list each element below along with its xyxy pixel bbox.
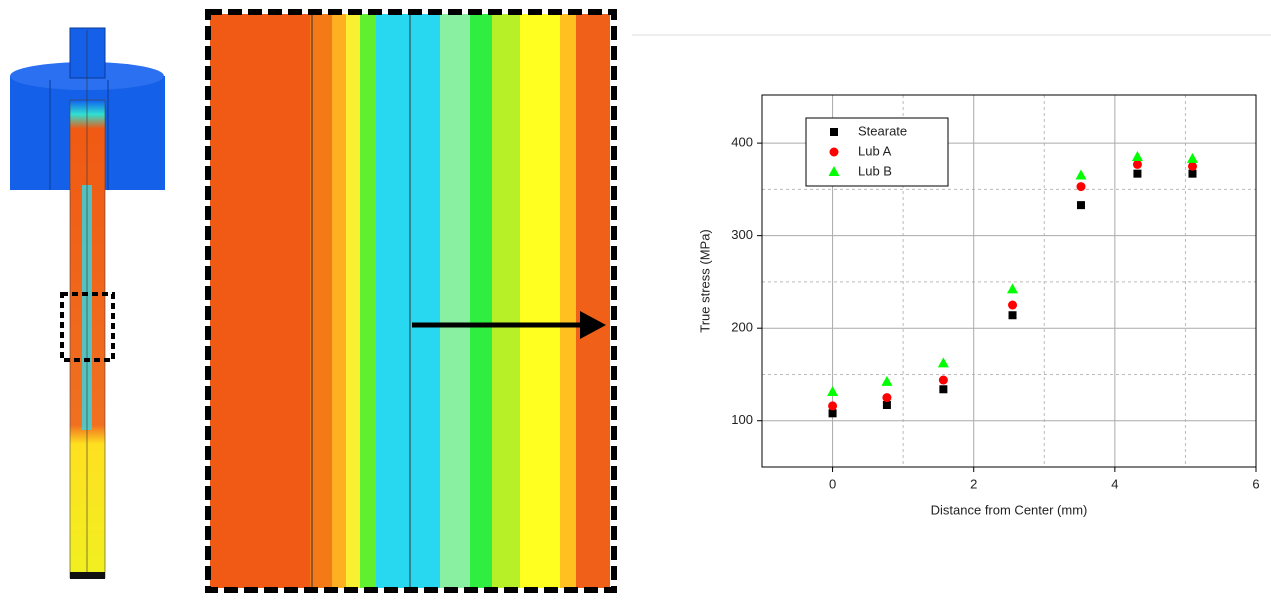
band: [470, 14, 492, 588]
legend-label: Stearate: [858, 123, 907, 138]
point: [1188, 169, 1197, 178]
point: [827, 386, 839, 397]
legend-marker: [830, 128, 838, 136]
band: [560, 14, 576, 588]
band: [360, 14, 376, 588]
fea-model: [10, 27, 165, 579]
band: [376, 14, 440, 588]
plot-frame: [761, 94, 1257, 468]
band: [346, 14, 360, 588]
band: [332, 14, 346, 588]
legend-label: Lub B: [858, 163, 892, 178]
point: [937, 357, 949, 368]
point: [1007, 283, 1019, 294]
point: [1076, 182, 1086, 192]
x-axis-label: Distance from Center (mm): [931, 502, 1088, 517]
point: [1008, 300, 1018, 310]
zoom-frame: [205, 9, 617, 593]
rod-end: [70, 572, 105, 579]
x-tick-label: 4: [1111, 476, 1118, 491]
billet-top: [69, 27, 106, 79]
x-tick-label: 6: [1252, 476, 1259, 491]
point: [882, 401, 891, 409]
point: [1008, 311, 1017, 320]
point: [1186, 152, 1198, 163]
point: [1075, 169, 1087, 180]
point: [1133, 169, 1142, 178]
x-tick-label: 0: [829, 476, 836, 491]
band: [576, 14, 610, 588]
band: [440, 14, 470, 588]
band: [492, 14, 520, 588]
y-axis-label: True stress (MPa): [697, 229, 712, 333]
point: [1131, 151, 1143, 161]
point: [882, 393, 892, 403]
point: [828, 401, 838, 411]
point: [1187, 161, 1197, 171]
y-tick-label: 300: [731, 227, 753, 242]
legend-marker: [828, 166, 840, 176]
arrow-head: [580, 311, 606, 339]
zoom-box: [60, 292, 115, 362]
y-tick-label: 200: [731, 320, 753, 335]
legend-label: Lub A: [858, 143, 892, 158]
point: [938, 375, 948, 385]
point: [1076, 201, 1085, 210]
chart: Distance from Center (mm) True stress (M…: [697, 94, 1260, 517]
legend-marker: [829, 147, 839, 157]
x-tick-label: 2: [970, 476, 977, 491]
band: [520, 14, 560, 588]
band: [210, 14, 310, 588]
y-tick-label: 100: [731, 412, 753, 427]
y-tick-label: 400: [731, 135, 753, 150]
point: [939, 385, 948, 394]
point: [1132, 159, 1142, 169]
point: [881, 375, 893, 386]
band: [310, 14, 332, 588]
zoom-panel: [205, 9, 617, 593]
point: [828, 409, 837, 418]
